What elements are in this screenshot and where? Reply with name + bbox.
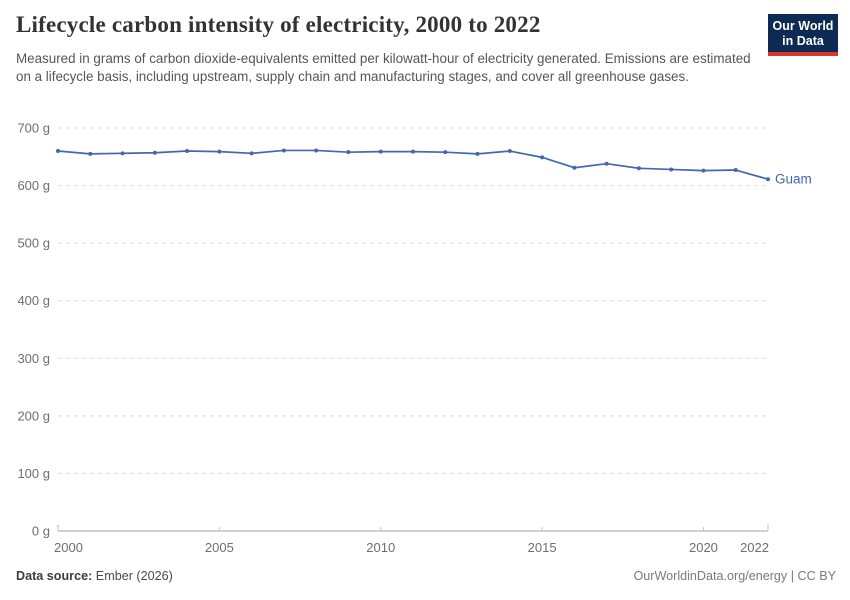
owid-logo-line1: Our World [772,19,834,33]
y-tick-label: 400 g [17,293,50,308]
series-label: Guam [775,172,812,187]
y-tick-label: 500 g [17,236,50,251]
data-point [217,149,222,154]
data-point [120,151,125,156]
data-point [88,151,93,156]
y-tick-label: 200 g [17,408,50,423]
data-point [540,155,545,160]
x-tick-label: 2005 [205,540,234,555]
y-tick-label: 300 g [17,351,50,366]
owid-logo-line2: in Data [782,33,824,48]
data-point [346,150,351,155]
x-tick-label: 2000 [54,540,83,555]
page-title: Lifecycle carbon intensity of electricit… [16,12,541,37]
line-chart[interactable]: 0 g 100 g 200 g 300 g 400 g 500 g 600 g 700 g 20… [0,112,850,564]
credit-link[interactable]: OurWorldinData.org/energy | CC BY [633,569,836,583]
data-point [411,149,415,154]
y-tick-label: 100 g [17,466,50,481]
data-point [604,161,609,166]
x-tick-label: 2022 [740,540,769,555]
y-tick-label: 0 g [32,524,50,539]
data-line [57,149,769,181]
data-point [572,165,577,170]
data-point [378,149,383,154]
data-point [766,177,770,182]
y-tick-label: 700 g [17,121,50,136]
data-point [152,150,157,155]
data-point [636,166,641,171]
data-point [669,167,674,172]
data-point [185,149,190,154]
chart-subtitle: Measured in grams of carbon dioxide-equi… [16,51,751,84]
y-tick-label: 600 g [17,178,50,193]
data-point [733,168,738,173]
data-point [314,148,319,153]
data-point [475,151,480,156]
data-point [56,149,60,154]
x-tick-label: 2020 [689,540,718,555]
data-point [281,148,286,153]
data-source-value: Ember (2026) [95,569,173,583]
x-tick-label: 2010 [366,540,395,555]
data-point [507,149,512,154]
owid-logo: Our World in Data [768,14,838,56]
data-point [701,168,706,173]
x-tick-label: 2015 [528,540,557,555]
data-source: Data source: Ember (2026) [16,569,173,583]
data-point [443,150,448,155]
data-point [249,151,254,156]
data-source-label: Data source: [16,569,96,583]
